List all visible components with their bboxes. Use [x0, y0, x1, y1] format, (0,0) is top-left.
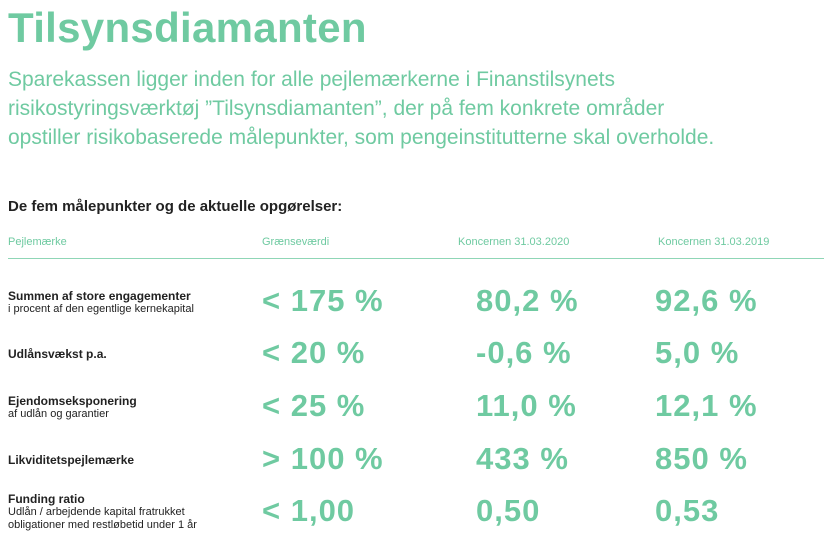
column-header: Koncernen 31.03.2019	[658, 236, 770, 248]
intro-line: opstiller risikobaserede målepunkter, so…	[8, 126, 715, 149]
row-name: Ejendomseksponering	[8, 393, 137, 408]
row-name: Likviditetspejlemærke	[8, 453, 135, 467]
row-value: 850 %	[655, 441, 748, 476]
column-header: Koncernen 31.03.2020	[458, 236, 570, 248]
row-value: 11,0 %	[476, 388, 577, 423]
row-note: i procent af den egentlige kernekapital	[8, 302, 194, 315]
header-rule	[8, 258, 824, 259]
intro-line: risikostyringsværktøj ”Tilsynsdiamanten”…	[8, 97, 665, 120]
row-note: Udlån / arbejdende kapital fratrukket	[8, 506, 185, 518]
row-value: 92,6 %	[655, 283, 758, 318]
title: Tilsynsdiamanten	[8, 4, 367, 51]
row-value: 433 %	[476, 441, 569, 476]
row-value: < 175 %	[262, 283, 384, 318]
row-value: < 1,00	[262, 493, 356, 528]
row-value: > 100 %	[262, 441, 384, 476]
intro-line: Sparekassen ligger inden for alle pejlem…	[8, 68, 615, 91]
row-value: < 20 %	[262, 335, 366, 370]
column-header: Pejlemærke	[8, 236, 67, 248]
column-header: Grænseværdi	[262, 236, 330, 248]
row-name: Summen af store engagementer	[8, 288, 191, 303]
row-name: Udlånsvækst p.a.	[8, 347, 107, 361]
table-caption: De fem målepunkter og de aktuelle opgøre…	[8, 198, 343, 215]
row-note: obligationer med restløbetid under 1 år	[8, 519, 197, 531]
row-value: 80,2 %	[476, 283, 579, 318]
row-value: < 25 %	[262, 388, 366, 423]
row-note: af udlån og garantier	[8, 407, 109, 420]
row-value: 0,50	[476, 493, 541, 528]
row-name: Funding ratio	[8, 492, 85, 506]
row-value: 5,0 %	[655, 335, 740, 370]
row-value: -0,6 %	[476, 335, 572, 370]
row-value: 0,53	[655, 493, 720, 528]
row-value: 12,1 %	[655, 388, 758, 423]
